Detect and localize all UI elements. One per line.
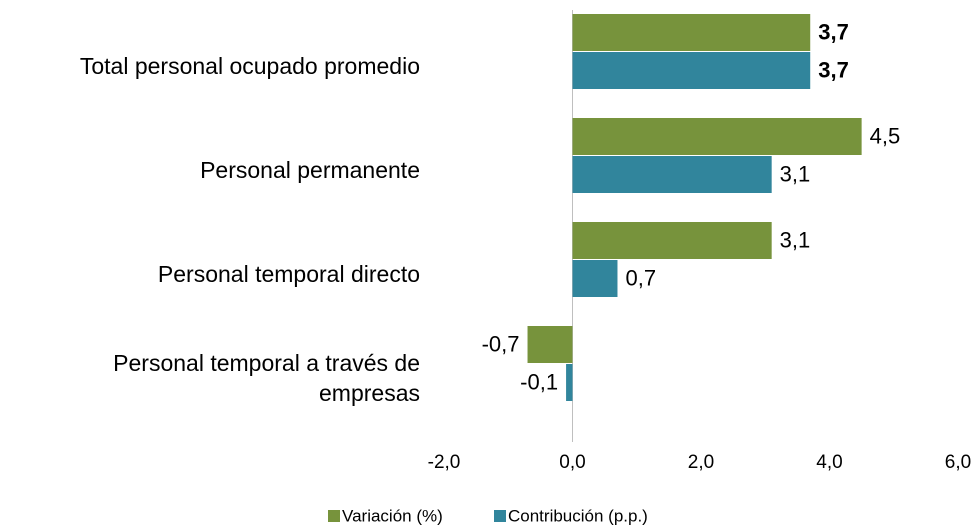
- bar: [572, 118, 862, 155]
- value-label: 3,1: [780, 161, 811, 186]
- bar: [572, 222, 772, 259]
- value-label: 3,7: [818, 57, 849, 82]
- value-label: 3,1: [780, 227, 811, 252]
- bar: [566, 364, 573, 401]
- category-label: Personal temporal a través de empresas: [113, 350, 420, 406]
- x-tick-label: 2,0: [688, 452, 714, 473]
- bar: [572, 52, 811, 89]
- value-label: 3,7: [818, 19, 849, 44]
- category-label: Total personal ocupado promedio: [79, 53, 420, 79]
- value-label: 0,7: [625, 265, 656, 290]
- legend-swatch: [328, 510, 340, 522]
- value-label: 4,5: [870, 123, 901, 148]
- x-tick-label: 6,0: [945, 452, 971, 473]
- bar: [572, 260, 618, 297]
- value-label: -0,7: [482, 331, 520, 356]
- legend-swatch: [494, 510, 506, 522]
- bar: [572, 156, 772, 193]
- x-tick-label: 4,0: [816, 452, 842, 473]
- x-tick-label: 0,0: [559, 452, 585, 473]
- legend-label: Contribución (p.p.): [508, 506, 648, 525]
- category-label: Personal temporal directo: [157, 261, 420, 287]
- category-label: Personal permanente: [200, 157, 420, 183]
- legend-label: Variación (%): [342, 506, 443, 525]
- value-label: -0,1: [520, 369, 558, 394]
- x-tick-label: -2,0: [428, 452, 461, 473]
- bar: [527, 326, 573, 363]
- bar: [572, 14, 811, 51]
